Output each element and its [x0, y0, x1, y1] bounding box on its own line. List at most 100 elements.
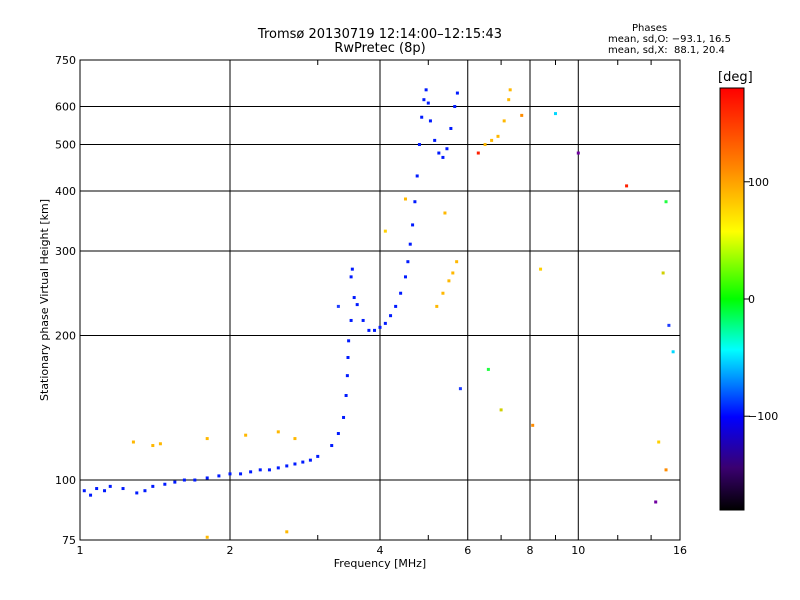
data-point [445, 147, 449, 151]
data-point [502, 119, 506, 123]
data-point [671, 350, 675, 354]
data-point [258, 468, 262, 472]
data-point [483, 143, 487, 147]
x-tick-label: 2 [227, 544, 234, 557]
data-point [413, 200, 417, 204]
data-point [347, 339, 351, 343]
data-point [349, 318, 353, 322]
data-point [143, 489, 147, 493]
data-points-layer [82, 88, 675, 539]
x-tick-label: 1 [77, 544, 84, 557]
colorbar-tick-label: −100 [748, 410, 778, 423]
data-point [426, 101, 430, 105]
data-point [508, 88, 512, 92]
data-point [406, 260, 410, 264]
data-point [95, 487, 99, 491]
data-point [293, 437, 297, 441]
plot-frame [79, 59, 681, 541]
data-point [420, 115, 424, 119]
data-point [455, 260, 459, 264]
data-point [654, 500, 658, 504]
y-tick-label: 400 [55, 185, 76, 198]
data-point [422, 98, 426, 102]
data-point [205, 476, 209, 480]
y-tick-label: 100 [55, 474, 76, 487]
data-point [394, 304, 398, 308]
stats-x-mode: mean, sd,X: 88.1, 20.4 [608, 45, 725, 56]
data-point [135, 491, 139, 495]
data-point [345, 374, 349, 378]
data-point [131, 440, 135, 444]
data-point [336, 432, 340, 436]
data-point [82, 489, 86, 493]
x-tick-label: 6 [464, 544, 471, 557]
data-point [249, 470, 253, 474]
y-tick-label: 500 [55, 139, 76, 152]
data-point [367, 328, 371, 332]
data-point [451, 271, 455, 275]
data-point [417, 143, 421, 147]
data-point [411, 223, 415, 227]
y-tick-label: 300 [55, 245, 76, 258]
data-point [330, 444, 334, 448]
data-point [301, 460, 305, 464]
x-tick-label: 16 [673, 544, 687, 557]
data-point [293, 462, 297, 466]
data-point [531, 423, 535, 427]
data-point [173, 480, 177, 484]
colorbar-unit-label: [deg] [718, 70, 753, 85]
axis-layer: 1 2 4 6 8 10 16 75 100 200 300 400 500 600 750 [55, 54, 687, 557]
data-point [667, 323, 671, 327]
x-tick-label: 10 [571, 544, 585, 557]
data-point [499, 408, 503, 412]
data-point [389, 314, 393, 318]
stats-o-mode: mean, sd,O: −93.1, 16.5 [608, 34, 731, 45]
data-point [449, 126, 453, 130]
data-point [664, 468, 668, 472]
data-point [435, 304, 439, 308]
data-point [89, 493, 93, 497]
data-point [476, 151, 480, 155]
data-point [664, 200, 668, 204]
data-point [520, 113, 524, 117]
data-point [576, 151, 580, 155]
data-point [182, 478, 186, 482]
data-point [108, 484, 112, 488]
data-point [276, 430, 280, 434]
data-point [228, 472, 232, 476]
data-point [657, 440, 661, 444]
data-point [447, 279, 451, 283]
data-point [361, 318, 365, 322]
data-point [433, 138, 437, 142]
chart-title: Tromsø 20130719 12:14:00–12:15:43 [257, 27, 503, 42]
data-point [151, 484, 155, 488]
data-point [355, 303, 359, 307]
data-point [239, 472, 243, 476]
data-point [349, 275, 353, 279]
colorbar-tick-label: 100 [748, 176, 769, 189]
x-tick-label: 4 [377, 544, 384, 557]
y-tick-label: 75 [62, 534, 76, 547]
data-point [316, 454, 320, 458]
data-point [121, 487, 125, 491]
data-point [424, 88, 428, 92]
data-point [103, 489, 107, 493]
data-point [383, 229, 387, 233]
data-point [308, 458, 312, 462]
data-point [458, 387, 462, 391]
data-point [336, 304, 340, 308]
data-point [346, 355, 350, 359]
data-point [553, 112, 557, 116]
data-point [437, 151, 441, 155]
data-point [285, 464, 289, 468]
data-point [455, 91, 459, 95]
data-point [441, 155, 445, 159]
data-point [383, 321, 387, 325]
data-point [399, 291, 403, 295]
data-point [496, 134, 500, 138]
data-point [661, 271, 665, 275]
colorbar [719, 87, 745, 511]
y-tick-label: 200 [55, 330, 76, 343]
data-point [453, 105, 457, 109]
